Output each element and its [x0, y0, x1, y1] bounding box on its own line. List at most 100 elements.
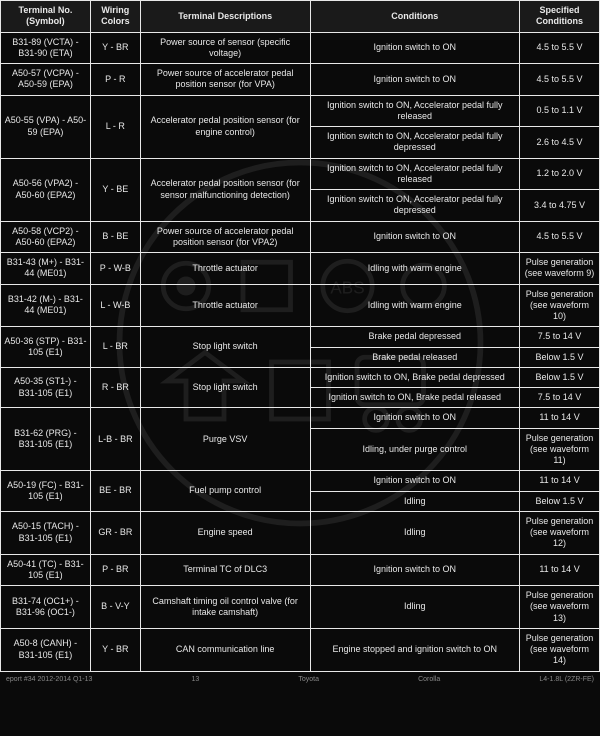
h-terminal: Terminal No. (Symbol) — [1, 1, 91, 33]
cell-spec: Below 1.5 V — [520, 367, 600, 387]
page-footer: eport #34 2012-2014 Q1-13 13 Toyota Coro… — [0, 672, 600, 687]
cell-cond: Ignition switch to ON — [310, 32, 520, 64]
cell-cond: Idling — [310, 586, 520, 629]
cell-wiring: R - BR — [90, 367, 140, 408]
h-spec: Specified Conditions — [520, 1, 600, 33]
cell-desc: Stop light switch — [140, 327, 310, 368]
cell-cond: Ignition switch to ON, Accelerator pedal… — [310, 158, 520, 190]
cell-terminal: A50-41 (TC) - B31-105 (E1) — [1, 554, 91, 586]
table-row: A50-35 (ST1-) - B31-105 (E1)R - BRStop l… — [1, 367, 600, 387]
cell-wiring: GR - BR — [90, 511, 140, 554]
footer-left: eport #34 2012-2014 Q1-13 — [6, 676, 92, 683]
cell-wiring: L - W-B — [90, 284, 140, 327]
cell-cond: Idling — [310, 491, 520, 511]
h-wiring: Wiring Colors — [90, 1, 140, 33]
cell-terminal: A50-19 (FC) - B31-105 (E1) — [1, 471, 91, 512]
cell-wiring: Y - BR — [90, 628, 140, 671]
cell-spec: 4.5 to 5.5 V — [520, 32, 600, 64]
spec-table: Terminal No. (Symbol) Wiring Colors Term… — [0, 0, 600, 672]
cell-wiring: B - V-Y — [90, 586, 140, 629]
table-row: A50-58 (VCP2) - A50-60 (EPA2)B - BEPower… — [1, 221, 600, 253]
cell-terminal: A50-55 (VPA) - A50-59 (EPA) — [1, 95, 91, 158]
cell-terminal: A50-15 (TACH) - B31-105 (E1) — [1, 511, 91, 554]
cell-wiring: Y - BE — [90, 158, 140, 221]
cell-wiring: L - R — [90, 95, 140, 158]
cell-cond: Ignition switch to ON — [310, 471, 520, 491]
cell-spec: 0.5 to 1.1 V — [520, 95, 600, 127]
cell-cond: Idling with warm engine — [310, 253, 520, 285]
cell-wiring: B - BE — [90, 221, 140, 253]
cell-spec: Below 1.5 V — [520, 347, 600, 367]
cell-cond: Idling — [310, 511, 520, 554]
cell-cond: Idling, under purge control — [310, 428, 520, 471]
h-desc: Terminal Descriptions — [140, 1, 310, 33]
cell-desc: Power source of accelerator pedal positi… — [140, 64, 310, 96]
footer-page: 13 — [192, 676, 200, 683]
cell-cond: Ignition switch to ON — [310, 408, 520, 428]
cell-cond: Ignition switch to ON — [310, 64, 520, 96]
cell-desc: Fuel pump control — [140, 471, 310, 512]
cell-terminal: B31-62 (PRG) - B31-105 (E1) — [1, 408, 91, 471]
cell-cond: Brake pedal depressed — [310, 327, 520, 347]
cell-spec: 7.5 to 14 V — [520, 327, 600, 347]
cell-wiring: P - W-B — [90, 253, 140, 285]
cell-desc: CAN communication line — [140, 628, 310, 671]
cell-spec: Pulse generation (see waveform 13) — [520, 586, 600, 629]
cell-wiring: BE - BR — [90, 471, 140, 512]
table-row: B31-62 (PRG) - B31-105 (E1)L-B - BRPurge… — [1, 408, 600, 428]
cell-cond: Ignition switch to ON — [310, 554, 520, 586]
cell-terminal: A50-57 (VCPA) - A50-59 (EPA) — [1, 64, 91, 96]
cell-cond: Ignition switch to ON — [310, 221, 520, 253]
cell-spec: Pulse generation (see waveform 9) — [520, 253, 600, 285]
footer-model: Corolla — [418, 676, 440, 683]
cell-cond: Ignition switch to ON, Accelerator pedal… — [310, 95, 520, 127]
table-row: A50-36 (STP) - B31-105 (E1)L - BRStop li… — [1, 327, 600, 347]
cell-desc: Terminal TC of DLC3 — [140, 554, 310, 586]
footer-make: Toyota — [298, 676, 319, 683]
cell-cond: Idling with warm engine — [310, 284, 520, 327]
table-row: A50-41 (TC) - B31-105 (E1)P - BRTerminal… — [1, 554, 600, 586]
table-row: B31-74 (OC1+) - B31-96 (OC1-)B - V-YCams… — [1, 586, 600, 629]
h-cond: Conditions — [310, 1, 520, 33]
table-row: A50-19 (FC) - B31-105 (E1)BE - BRFuel pu… — [1, 471, 600, 491]
cell-cond: Ignition switch to ON, Accelerator pedal… — [310, 127, 520, 159]
cell-spec: 2.6 to 4.5 V — [520, 127, 600, 159]
cell-desc: Power source of accelerator pedal positi… — [140, 221, 310, 253]
cell-terminal: A50-56 (VPA2) - A50-60 (EPA2) — [1, 158, 91, 221]
table-row: B31-89 (VCTA) - B31-90 (ETA)Y - BRPower … — [1, 32, 600, 64]
cell-cond: Ignition switch to ON, Brake pedal depre… — [310, 367, 520, 387]
cell-desc: Engine speed — [140, 511, 310, 554]
header-row: Terminal No. (Symbol) Wiring Colors Term… — [1, 1, 600, 33]
cell-spec: Pulse generation (see waveform 14) — [520, 628, 600, 671]
cell-terminal: A50-8 (CANH) - B31-105 (E1) — [1, 628, 91, 671]
cell-desc: Throttle actuator — [140, 253, 310, 285]
cell-cond: Engine stopped and ignition switch to ON — [310, 628, 520, 671]
cell-spec: 7.5 to 14 V — [520, 388, 600, 408]
cell-desc: Accelerator pedal position sensor (for s… — [140, 158, 310, 221]
cell-desc: Camshaft timing oil control valve (for i… — [140, 586, 310, 629]
table-body: B31-89 (VCTA) - B31-90 (ETA)Y - BRPower … — [1, 32, 600, 671]
table-row: A50-56 (VPA2) - A50-60 (EPA2)Y - BEAccel… — [1, 158, 600, 190]
cell-desc: Stop light switch — [140, 367, 310, 408]
table-row: A50-57 (VCPA) - A50-59 (EPA)P - RPower s… — [1, 64, 600, 96]
cell-spec: Pulse generation (see waveform 11) — [520, 428, 600, 471]
cell-spec: 4.5 to 5.5 V — [520, 221, 600, 253]
cell-spec: 3.4 to 4.75 V — [520, 190, 600, 222]
cell-terminal: A50-35 (ST1-) - B31-105 (E1) — [1, 367, 91, 408]
cell-terminal: A50-58 (VCP2) - A50-60 (EPA2) — [1, 221, 91, 253]
cell-desc: Power source of sensor (specific voltage… — [140, 32, 310, 64]
cell-spec: 11 to 14 V — [520, 471, 600, 491]
footer-right: L4-1.8L (2ZR-FE) — [539, 676, 594, 683]
cell-wiring: P - BR — [90, 554, 140, 586]
cell-spec: 1.2 to 2.0 V — [520, 158, 600, 190]
cell-terminal: A50-36 (STP) - B31-105 (E1) — [1, 327, 91, 368]
cell-desc: Accelerator pedal position sensor (for e… — [140, 95, 310, 158]
cell-wiring: Y - BR — [90, 32, 140, 64]
cell-spec: Pulse generation (see waveform 12) — [520, 511, 600, 554]
cell-spec: Pulse generation (see waveform 10) — [520, 284, 600, 327]
table-row: B31-42 (M-) - B31-44 (ME01)L - W-BThrott… — [1, 284, 600, 327]
table-row: A50-8 (CANH) - B31-105 (E1)Y - BRCAN com… — [1, 628, 600, 671]
cell-desc: Purge VSV — [140, 408, 310, 471]
cell-terminal: B31-74 (OC1+) - B31-96 (OC1-) — [1, 586, 91, 629]
cell-spec: 4.5 to 5.5 V — [520, 64, 600, 96]
